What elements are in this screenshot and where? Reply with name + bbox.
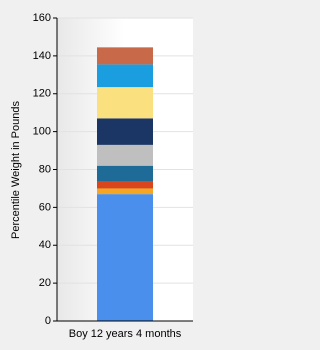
bar-segment [97, 118, 153, 145]
bar-segment [97, 181, 153, 189]
bar-segment [97, 87, 153, 119]
y-tick-label: 160 [33, 12, 51, 24]
y-tick-label: 60 [39, 201, 51, 213]
chart: Percentile Weight in Pounds 0 20 40 60 80 100… [10, 12, 193, 340]
bar-segment [97, 188, 153, 195]
y-tick-label: 100 [33, 126, 51, 138]
bar-segment [97, 144, 153, 166]
y-axis-label: Percentile Weight in Pounds [10, 101, 22, 239]
y-tick-label: 80 [39, 163, 51, 175]
bar-segment [97, 194, 153, 321]
y-tick-label: 120 [33, 88, 51, 100]
y-tick-label: 40 [39, 239, 51, 251]
y-tick-label: 140 [33, 50, 51, 62]
x-tick-label: Boy 12 years 4 months [69, 328, 182, 340]
y-tick-label: 0 [45, 315, 51, 327]
bar-segment [97, 165, 153, 182]
bar-segment [97, 47, 153, 65]
bar-segment [97, 64, 153, 88]
y-tick-label: 20 [39, 277, 51, 289]
